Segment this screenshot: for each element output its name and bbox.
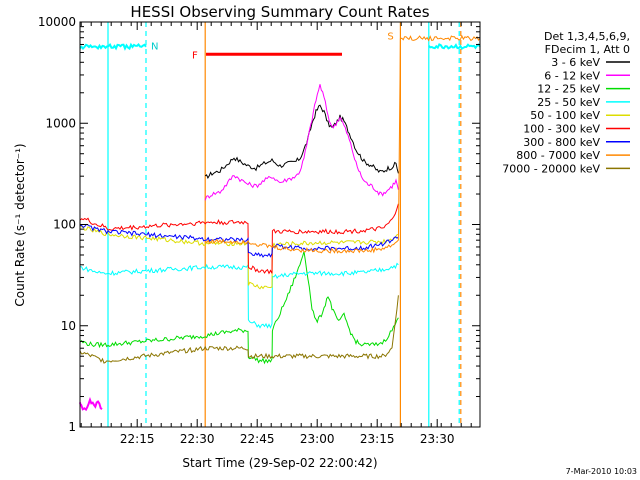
legend-header-line1: Det 1,3,4,5,6,9, — [544, 30, 630, 43]
extra-trace — [79, 42, 147, 51]
series-line — [79, 262, 399, 329]
x-tick-label: 23:30 — [420, 432, 455, 446]
series-line — [79, 295, 399, 364]
legend-label: 6 - 12 keV — [544, 69, 600, 82]
footer-timestamp: 7-Mar-2010 10:03 — [566, 467, 637, 476]
flag-label: S — [387, 31, 393, 42]
y-tick-label: 100 — [53, 218, 76, 232]
legend-header-line2: FDecim 1, Att 0 — [545, 43, 630, 56]
legend-label: 50 - 100 keV — [530, 109, 600, 122]
x-tick-label: 23:15 — [360, 432, 395, 446]
x-tick-label: 23:00 — [300, 432, 335, 446]
series-lines — [79, 34, 481, 412]
extra-trace — [79, 396, 103, 412]
flag-label: F — [192, 50, 198, 61]
legend-label: 25 - 50 keV — [537, 96, 600, 109]
chart-title: HESSI Observing Summary Count Rates — [130, 3, 429, 21]
legend-label: 3 - 6 keV — [551, 56, 600, 69]
flag-markers: N F S — [151, 31, 394, 61]
flag-label: N — [151, 42, 158, 53]
series-line — [204, 84, 399, 201]
series-line — [79, 251, 399, 365]
series-line — [79, 224, 399, 290]
x-tick-label: 22:45 — [240, 432, 275, 446]
x-axis: 22:15 22:30 22:45 23:00 23:15 23:30 — [80, 22, 472, 446]
y-tick-label: 10 — [61, 319, 76, 333]
extra-trace — [428, 43, 481, 50]
y-axis: 1 10 100 1000 10000 — [38, 15, 480, 434]
legend: Det 1,3,4,5,6,9, FDecim 1, Att 0 3 - 6 k… — [502, 30, 630, 175]
series-line — [204, 34, 481, 254]
x-tick-label: 22:30 — [180, 432, 215, 446]
legend-label: 800 - 7000 keV — [516, 149, 600, 162]
legend-label: 300 - 800 keV — [523, 136, 600, 149]
y-axis-label: Count Rate (s⁻¹ detector⁻¹) — [13, 143, 27, 306]
vertical-lines — [107, 22, 462, 427]
plot-frame — [79, 21, 481, 428]
y-tick-label: 1000 — [45, 116, 76, 130]
plot-area: N F S — [79, 21, 481, 428]
legend-label: 100 - 300 keV — [523, 123, 600, 136]
x-axis-label: Start Time (29-Sep-02 22:00:42) — [182, 456, 377, 470]
y-tick-label: 10000 — [38, 15, 76, 29]
x-tick-label: 22:15 — [120, 432, 155, 446]
legend-label: 12 - 25 keV — [537, 83, 600, 96]
series-line — [79, 203, 399, 275]
y-tick-label: 1 — [68, 420, 76, 434]
legend-label: 7000 - 20000 keV — [502, 162, 600, 175]
